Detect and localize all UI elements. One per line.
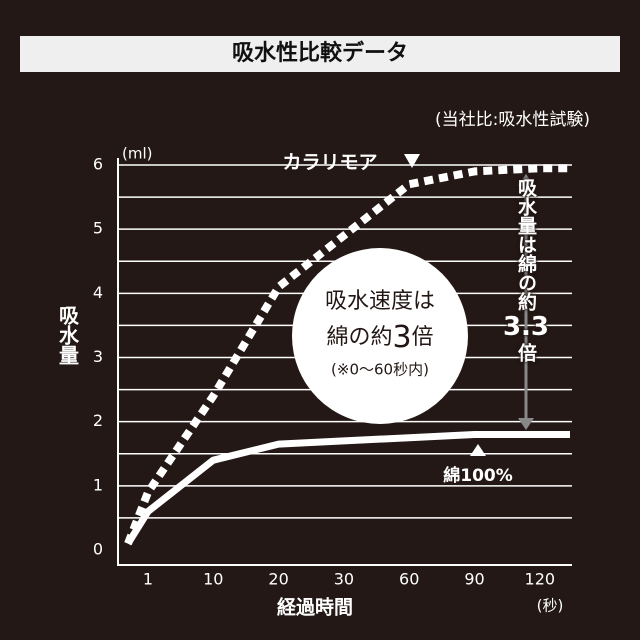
ratio-text: 倍: [515, 343, 537, 362]
chart-title: 吸水性比較データ: [232, 40, 408, 66]
circle-number: 3: [392, 320, 411, 355]
circle-text: 綿の約: [326, 325, 392, 350]
note-circle: [292, 248, 468, 424]
x-tick-label: 10: [203, 570, 223, 589]
y-axis-label: 吸水量: [56, 305, 80, 365]
series-label: 綿100%: [443, 465, 513, 486]
circle-line2: 綿の約3倍: [326, 320, 433, 355]
x-tick-label: 90: [464, 570, 484, 589]
ratio-text: 吸水量は綿の約: [515, 178, 537, 311]
x-tick-label: 30: [334, 570, 354, 589]
series-line: [124, 164, 570, 546]
x-axis-label: 経過時間: [277, 596, 353, 619]
arrow-head: [518, 418, 534, 430]
y-tick-label: 3: [93, 347, 103, 366]
x-unit: (秒): [537, 597, 564, 615]
pointer: [404, 154, 420, 168]
ratio-number: 3.3: [502, 312, 550, 342]
x-tick-label: 60: [399, 570, 419, 589]
y-tick-label: 4: [93, 283, 103, 302]
x-tick-label: 1: [143, 570, 153, 589]
ratio-note: 吸水量は綿の約 3.3 倍: [502, 178, 550, 418]
pointer: [470, 444, 486, 456]
y-tick-label: 0: [93, 540, 103, 559]
x-tick-label: 20: [268, 570, 288, 589]
subtitle: (当社比:吸水性試験): [435, 110, 590, 130]
y-tick-label: 5: [93, 219, 103, 238]
y-unit: (ml): [122, 145, 152, 163]
series-line: [125, 431, 570, 546]
circle-line3: (※0〜60秒内): [331, 361, 429, 379]
circle-line1: 吸水速度は: [325, 289, 435, 314]
y-tick-label: 1: [93, 475, 103, 494]
circle-text: 倍: [412, 325, 434, 350]
title-bar: [20, 36, 620, 72]
x-tick-label: 120: [525, 570, 556, 589]
series-label: カラリモア: [282, 152, 377, 174]
arrow-head: [518, 174, 534, 186]
y-tick-label: 6: [93, 155, 103, 174]
y-tick-label: 2: [93, 411, 103, 430]
